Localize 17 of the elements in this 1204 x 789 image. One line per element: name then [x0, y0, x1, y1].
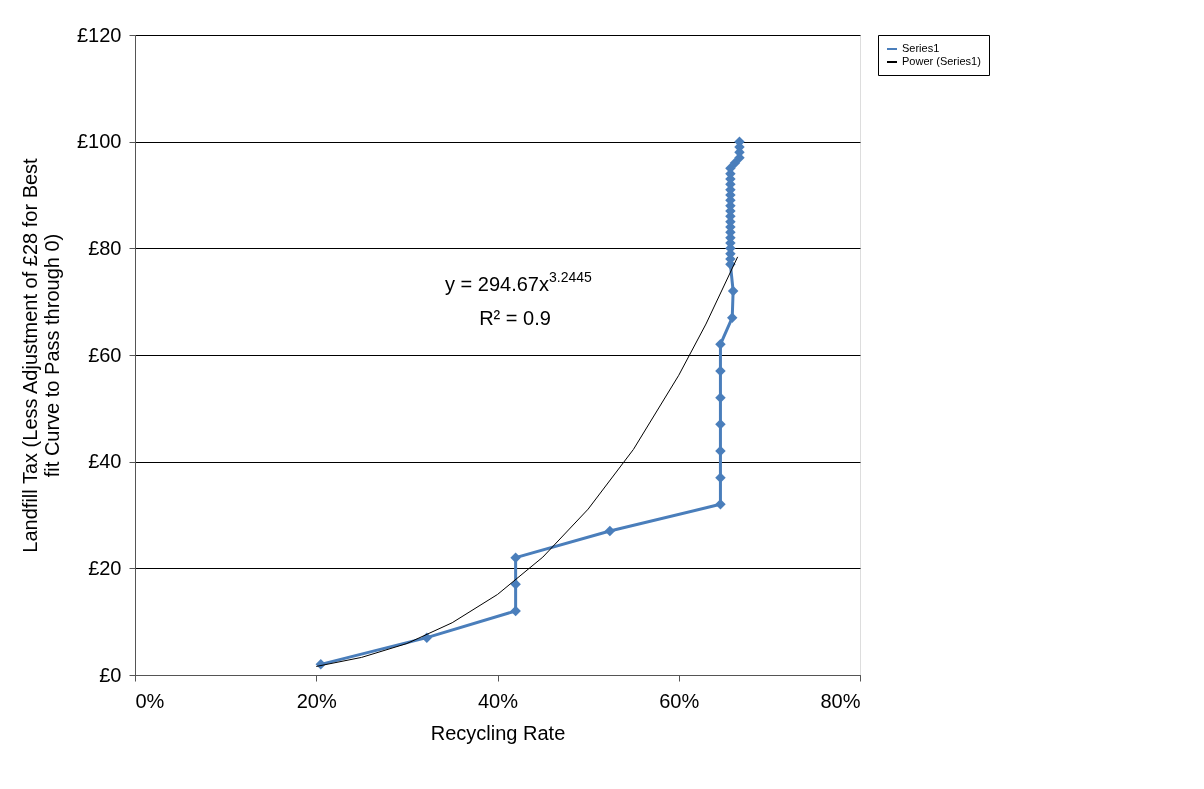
annotation: R² = 0.9 — [479, 307, 551, 329]
x-tick-label: 60% — [659, 689, 700, 712]
y-tick-label: £60 — [88, 343, 122, 366]
x-tick-label: 40% — [477, 689, 519, 712]
x-tick-label: 0% — [135, 689, 165, 712]
legend-label: Series1 — [902, 42, 940, 54]
y-tick-label: £0 — [99, 663, 122, 686]
y-axis-title: Landfill Tax (Less Adjustment of £28 for Best fit Curve to Pass through 0) — [19, 157, 64, 553]
y-tick-label: £20 — [88, 556, 122, 579]
x-tick-label: 80% — [820, 689, 861, 712]
x-axis-title: Recycling Rate — [430, 721, 566, 744]
y-tick-label: £40 — [88, 450, 122, 473]
y-tick-label: £120 — [77, 23, 122, 46]
legend-label: Power (Series1) — [902, 55, 981, 67]
y-tick-label: £100 — [77, 130, 122, 153]
y-tick-label: £80 — [88, 236, 122, 259]
x-tick-label: 20% — [296, 689, 337, 712]
